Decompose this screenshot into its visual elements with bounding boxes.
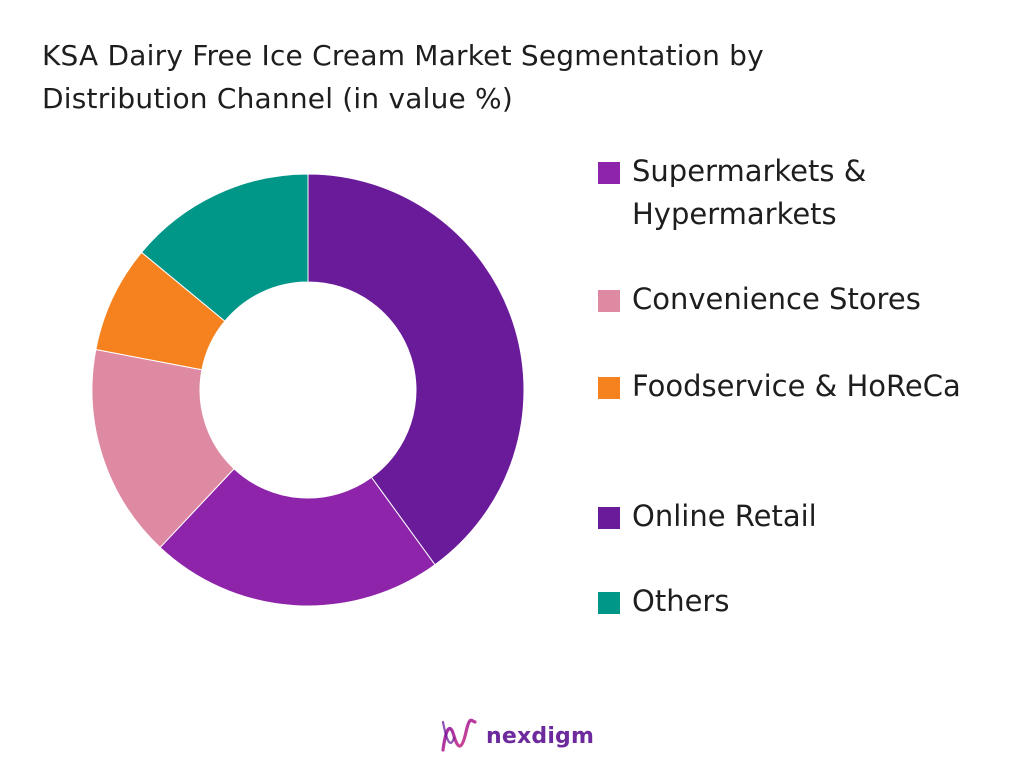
brand-logo: nexdigm [440, 714, 594, 758]
chart-title-line-2: Distribution Channel (in value %) [42, 82, 513, 115]
legend-swatch-foodservice [598, 377, 620, 399]
donut-slice-online-retail [307, 173, 525, 566]
legend-label-others: Others [632, 584, 730, 618]
legend-label-foodservice: Foodservice & HoReCa [632, 369, 961, 403]
legend-label-convenience: Convenience Stores [632, 282, 921, 316]
legend-label-online: Online Retail [632, 499, 817, 533]
brand-name: nexdigm [486, 723, 595, 749]
donut-slice-others [140, 173, 309, 322]
legend-label-supermarkets: Supermarkets & Hypermarkets [632, 154, 867, 231]
legend-item-online: Online Retail [598, 495, 962, 538]
legend-swatch-others [598, 592, 620, 614]
chart-title-line-1: KSA Dairy Free Ice Cream Market Segmenta… [42, 39, 764, 72]
legend-swatch-online [598, 507, 620, 529]
donut-slice-supermarkets-hypermarkets [159, 468, 436, 607]
legend-item-foodservice: Foodservice & HoReCa [598, 365, 962, 408]
legend-item-convenience: Convenience Stores [598, 278, 962, 321]
legend-item-others: Others [598, 580, 962, 623]
legend-item-supermarkets: Supermarkets & Hypermarkets [598, 150, 962, 236]
legend-swatch-supermarkets [598, 162, 620, 184]
donut-slice-convenience-stores [91, 348, 235, 549]
legend-swatch-convenience [598, 290, 620, 312]
chart-title: KSA Dairy Free Ice Cream Market Segmenta… [42, 34, 862, 120]
nexdigm-logo-icon [441, 718, 477, 752]
